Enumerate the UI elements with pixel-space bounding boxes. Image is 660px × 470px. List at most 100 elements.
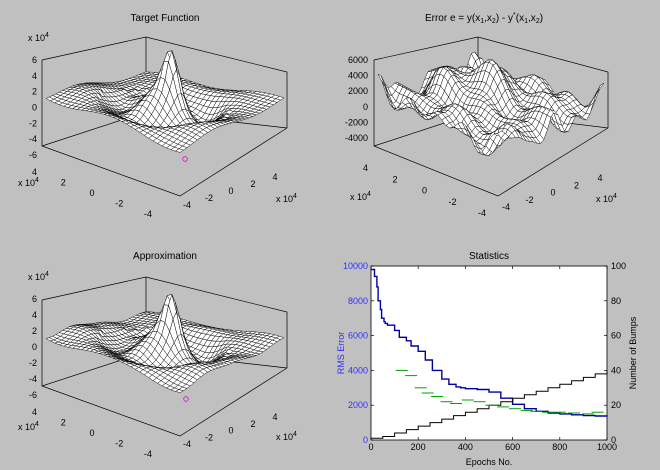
x-exponent-label: x 104 (276, 431, 297, 442)
plot-area (370, 265, 608, 441)
tick-label: 0 (228, 186, 233, 196)
mesh-cell (275, 335, 285, 340)
tick-label: -2 (525, 195, 533, 205)
y-exponent-label: x 104 (18, 177, 39, 188)
y-exponent-label: x 104 (18, 421, 39, 432)
mesh-cell (596, 82, 605, 95)
tick-label: 0 (32, 103, 37, 113)
tick-label: 2 (32, 87, 37, 97)
tick-label: 0 (422, 186, 427, 196)
tick-label: 2 (574, 180, 579, 190)
tick-label: 0 (32, 342, 37, 352)
panel-error: Error e = y(x1,x2) - y*(x1,x2) 6000 4000 2… (345, 12, 617, 218)
z-tick-labels: 6 4 2 0 -2 -4 -6 (29, 294, 37, 400)
tick-label: -2 (205, 193, 213, 203)
surface-mesh (45, 49, 285, 153)
x-axis-label: Epochs No. (466, 457, 513, 467)
right-y-tick-label: 20 (611, 400, 621, 410)
chart-title: Statistics (469, 251, 509, 262)
tick-label: -2 (448, 197, 456, 207)
tick-label: 4 (272, 172, 277, 182)
y-tick-label: 4000 (348, 365, 368, 375)
y-tick-label: 6000 (348, 331, 368, 341)
tick-label: 4 (32, 310, 37, 320)
tick-label: 0 (89, 188, 94, 198)
y-tick-label: 10000 (343, 261, 368, 271)
tick-label: -4 (478, 208, 486, 218)
panel-title: Error e = y(x1,x2) - y*(x1,x2) (425, 12, 543, 25)
tick-label: -2000 (345, 117, 368, 127)
x-tick-labels: -4 -2 0 2 4 (183, 172, 278, 210)
tick-label: -4000 (345, 133, 368, 143)
tick-label: -2 (29, 118, 37, 128)
tick-label: 4 (272, 412, 277, 422)
surface-mesh (377, 51, 605, 156)
right-y-axis-label: Number of Bumps (628, 316, 638, 389)
panel-title: Target Function (131, 13, 200, 24)
z-tick-labels: 6000 4000 2000 0 -2000 -4000 (345, 55, 368, 143)
tick-label: -4 (144, 449, 152, 459)
y-exponent-label: x 104 (350, 191, 371, 202)
tick-label: 0 (89, 428, 94, 438)
tick-label: 2 (392, 174, 397, 184)
x-tick-label: 1000 (597, 442, 617, 452)
panel-title: Approximation (133, 251, 197, 262)
tick-label: 4 (597, 173, 602, 183)
x-tick-labels: -4 -2 0 2 4 (502, 173, 603, 212)
chart-series (371, 268, 608, 439)
y-tick-label: 2000 (348, 400, 368, 410)
x-tick-labels: -4 -2 0 2 4 (183, 412, 278, 449)
mesh-cell (275, 96, 285, 101)
tick-label: 6 (32, 55, 37, 65)
tick-label: 0 (550, 188, 555, 198)
right-y-tick-label: 100 (611, 261, 626, 271)
right-y-tick-label: 40 (611, 365, 621, 375)
y-tick-labels: 4 2 0 -2 -4 (32, 407, 152, 459)
tick-label: 2000 (348, 86, 368, 96)
tick-label: 2 (32, 326, 37, 336)
tick-label: 2 (250, 419, 255, 429)
surface-mesh (45, 293, 285, 393)
x-exponent-label: x 104 (596, 193, 617, 204)
x-tick-label: 800 (552, 442, 567, 452)
tick-label: 4000 (348, 71, 368, 81)
tick-label: -4 (144, 209, 152, 219)
z-exponent-label: x 104 (28, 32, 49, 43)
marker-point (182, 156, 188, 162)
tick-label: -6 (29, 390, 37, 400)
tick-label: -2 (115, 439, 123, 449)
tick-label: -4 (29, 374, 37, 384)
right-y-tick-label: 60 (611, 331, 621, 341)
tick-label: 2 (61, 178, 66, 188)
tick-label: 2 (250, 179, 255, 189)
z-tick-labels: 6 4 2 0 -2 -4 -6 (29, 55, 37, 160)
tick-label: 6 (32, 294, 37, 304)
x-tick-label: 0 (368, 442, 373, 452)
y-tick-label: 8000 (348, 296, 368, 306)
y-tick-labels: 4 2 0 -2 -4 (363, 163, 486, 218)
y-tick-labels: 4 2 0 -2 -4 (32, 167, 152, 219)
chart-ticks: 0 200 400 600 800 100002000400060008000100000… (343, 261, 626, 452)
z-exponent-label: x 104 (28, 271, 49, 282)
tick-label: -4 (183, 439, 191, 449)
tick-label: -2 (205, 432, 213, 442)
tick-label: 6000 (348, 55, 368, 65)
tick-label: -4 (183, 200, 191, 210)
tick-label: 4 (32, 71, 37, 81)
tick-label: -2 (29, 358, 37, 368)
y-tick-label: 0 (363, 435, 368, 445)
tick-label: 4 (363, 163, 368, 173)
marker-point (183, 396, 189, 402)
tick-label: -4 (502, 202, 510, 212)
tick-label: 4 (32, 407, 37, 417)
tick-label: 0 (228, 426, 233, 436)
tick-label: 2 (61, 418, 66, 428)
right-y-tick-label: 80 (611, 296, 621, 306)
x-tick-label: 200 (411, 442, 426, 452)
right-y-tick-label: 0 (611, 435, 616, 445)
y-axis-label: RMS Error (336, 332, 346, 375)
x-tick-label: 400 (458, 442, 473, 452)
